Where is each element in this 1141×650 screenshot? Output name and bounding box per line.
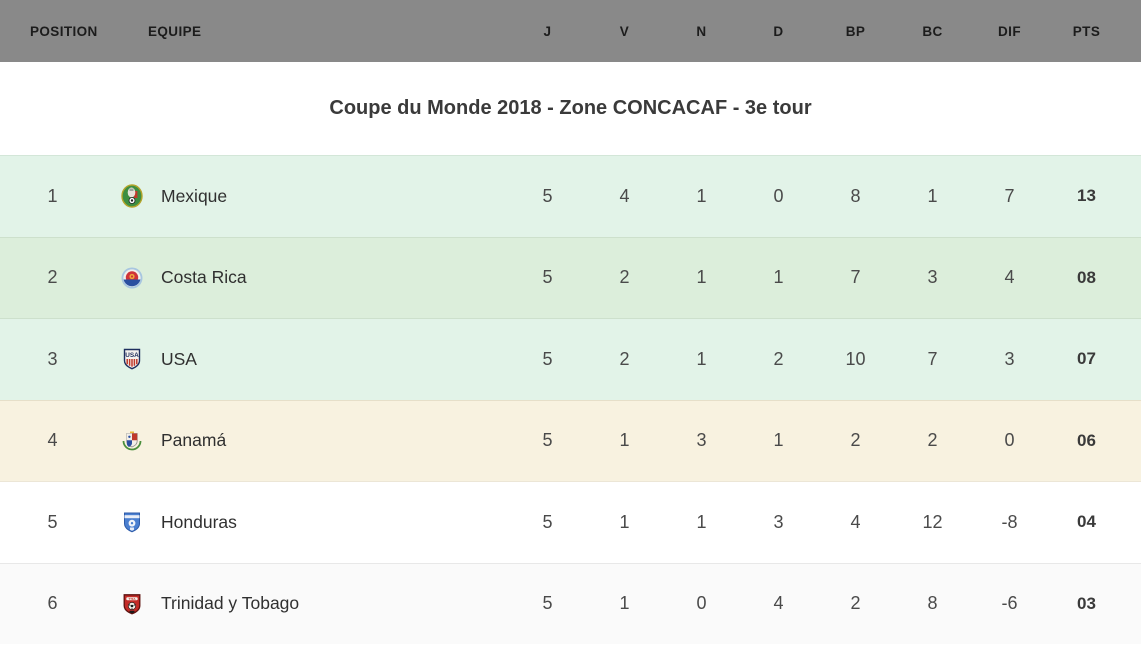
draws-value: 1 — [696, 267, 707, 288]
losses-value: 1 — [773, 267, 784, 288]
goals-for-value: 10 — [845, 348, 866, 369]
losses-value: 0 — [773, 185, 784, 206]
team-name: Trinidad y Tobago — [161, 593, 300, 614]
points-value: 06 — [1077, 430, 1096, 450]
losses-value: 4 — [773, 593, 784, 614]
column-header-j: J — [543, 23, 552, 39]
played-value: 5 — [542, 185, 553, 206]
goal-diff-value: 3 — [1004, 348, 1015, 369]
svg-text:TTFA: TTFA — [129, 597, 136, 601]
column-header-dif: DIF — [998, 23, 1021, 39]
goals-for-value: 4 — [850, 511, 861, 532]
goals-against-value: 1 — [927, 185, 938, 206]
table-row: 6 TTFA Trinidad y Tobago 5 1 0 4 2 8 -6 … — [0, 562, 1141, 644]
goals-for-value: 2 — [850, 593, 861, 614]
position-value: 2 — [47, 267, 58, 288]
position-value: 4 — [47, 430, 58, 451]
draws-value: 0 — [696, 593, 707, 614]
trinidad-crest-icon: TTFA — [120, 592, 144, 616]
losses-value: 2 — [773, 348, 784, 369]
panama-crest-icon — [120, 429, 144, 453]
goals-against-value: 3 — [927, 267, 938, 288]
goal-diff-value: 4 — [1004, 267, 1015, 288]
losses-value: 1 — [773, 430, 784, 451]
goals-for-value: 2 — [850, 430, 861, 451]
draws-value: 1 — [696, 348, 707, 369]
column-header-v: V — [619, 23, 630, 39]
goals-against-value: 2 — [927, 430, 938, 451]
usa-crest-icon: USA — [120, 347, 144, 371]
mexico-crest-icon — [120, 184, 144, 208]
table-row: 3 USA USA 5 2 1 2 10 7 3 07 — [0, 318, 1141, 400]
position-value: 6 — [47, 593, 58, 614]
column-header-equipe: EQUIPE — [148, 23, 202, 39]
competition-title: Coupe du Monde 2018 - Zone CONCACAF - 3e… — [329, 97, 812, 119]
position-value: 3 — [47, 348, 58, 369]
goals-for-value: 8 — [850, 185, 861, 206]
played-value: 5 — [542, 511, 553, 532]
wins-value: 1 — [619, 430, 630, 451]
honduras-crest-icon — [120, 510, 144, 534]
table-header-row: POSITION EQUIPE J V N D BP BC DIF PTS — [0, 0, 1141, 62]
svg-text:USA: USA — [125, 352, 139, 359]
played-value: 5 — [542, 430, 553, 451]
points-value: 04 — [1077, 512, 1096, 532]
wins-value: 2 — [619, 348, 630, 369]
goals-against-value: 12 — [922, 511, 943, 532]
table-row: 1 Mexique 5 4 1 0 8 1 7 13 — [0, 155, 1141, 237]
team-name: USA — [161, 348, 197, 369]
table-row: 4 Panamá 5 1 3 1 2 2 0 06 — [0, 399, 1141, 481]
points-value: 08 — [1077, 267, 1096, 287]
title-band: Coupe du Monde 2018 - Zone CONCACAF - 3e… — [0, 62, 1141, 155]
goal-diff-value: 0 — [1004, 430, 1015, 451]
position-value: 1 — [47, 185, 58, 206]
column-header-d: D — [773, 23, 784, 39]
played-value: 5 — [542, 593, 553, 614]
draws-value: 3 — [696, 430, 707, 451]
goal-diff-value: -6 — [1001, 593, 1018, 614]
draws-value: 1 — [696, 185, 707, 206]
column-header-bp: BP — [845, 23, 866, 39]
column-header-n: N — [696, 23, 707, 39]
losses-value: 3 — [773, 511, 784, 532]
table-row: 2 Costa Rica 5 2 1 1 7 3 4 08 — [0, 236, 1141, 318]
team-name: Panamá — [161, 430, 227, 451]
team-name: Honduras — [161, 511, 237, 532]
goal-diff-value: 7 — [1004, 185, 1015, 206]
played-value: 5 — [542, 348, 553, 369]
points-value: 03 — [1077, 593, 1096, 613]
wins-value: 1 — [619, 593, 630, 614]
goals-for-value: 7 — [850, 267, 861, 288]
wins-value: 4 — [619, 185, 630, 206]
team-name: Costa Rica — [161, 267, 247, 288]
goals-against-value: 7 — [927, 348, 938, 369]
costa-rica-crest-icon — [120, 266, 144, 290]
played-value: 5 — [542, 267, 553, 288]
column-header-pts: PTS — [1072, 23, 1101, 39]
team-name: Mexique — [161, 185, 228, 206]
table-row: 5 Honduras 5 1 1 3 4 12 -8 04 — [0, 481, 1141, 563]
points-value: 07 — [1077, 349, 1096, 369]
draws-value: 1 — [696, 511, 707, 532]
wins-value: 1 — [619, 511, 630, 532]
points-value: 13 — [1077, 186, 1096, 206]
column-header-bc: BC — [922, 23, 943, 39]
column-header-position: POSITION — [30, 23, 98, 39]
goal-diff-value: -8 — [1001, 511, 1018, 532]
wins-value: 2 — [619, 267, 630, 288]
position-value: 5 — [47, 511, 58, 532]
goals-against-value: 8 — [927, 593, 938, 614]
